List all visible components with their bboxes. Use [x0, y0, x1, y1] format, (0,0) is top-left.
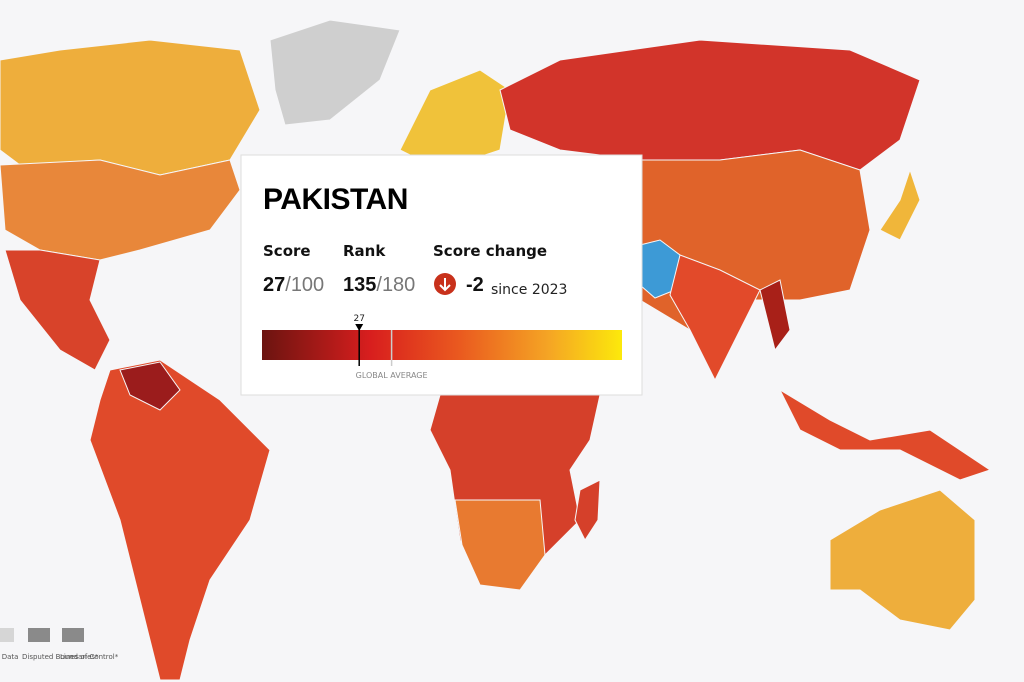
madagascar [574, 479, 601, 542]
tooltip: PAKISTAN Score Rank Score change 27/100 … [240, 154, 643, 396]
myanmar [759, 279, 791, 352]
europe [399, 69, 511, 161]
southern-africa [454, 499, 546, 591]
score-marker-head [355, 324, 364, 331]
russia [499, 39, 921, 171]
legend-label: Lines of Control* [60, 653, 119, 661]
global-average-label: GLOBAL AVERAGE [356, 371, 428, 380]
change-since: since 2023 [491, 282, 567, 298]
central-america [4, 249, 111, 371]
rank: 135 [343, 274, 376, 296]
legend-label: Disputed Boundaries* [22, 653, 99, 661]
country-name: PAKISTAN [263, 183, 408, 216]
countries [0, 19, 992, 681]
change-value: -2 [466, 274, 484, 296]
separator: / [285, 274, 291, 296]
down-arrow [439, 278, 451, 292]
separator: / [376, 274, 382, 296]
canada [0, 39, 261, 176]
rank-label: Rank [343, 242, 386, 260]
usa [0, 159, 241, 261]
legend-swatch [28, 628, 50, 642]
india [669, 254, 761, 382]
legend: No Data Disputed Boundaries* Lines of Co… [0, 628, 119, 661]
score: 27 [263, 274, 285, 296]
score-marker-label: 27 [353, 314, 364, 324]
change-label: Score change [433, 242, 547, 260]
legend-swatch [62, 628, 84, 642]
score-max: 100 [291, 274, 324, 296]
japan [879, 168, 921, 241]
greenland [269, 19, 401, 126]
legend-swatch [0, 628, 14, 642]
scale-markers: 27 GLOBAL AVERAGE [353, 314, 427, 380]
south-america [89, 359, 271, 681]
score-value: 27/100 [263, 274, 324, 296]
australia [829, 489, 976, 631]
score-label: Score [263, 242, 311, 260]
legend-label: No Data [0, 653, 18, 661]
indonesia [778, 388, 992, 481]
rank-total: 180 [382, 274, 415, 296]
rank-value: 135/180 [343, 274, 415, 296]
venezuela [119, 361, 181, 411]
scale-bar [262, 330, 622, 360]
